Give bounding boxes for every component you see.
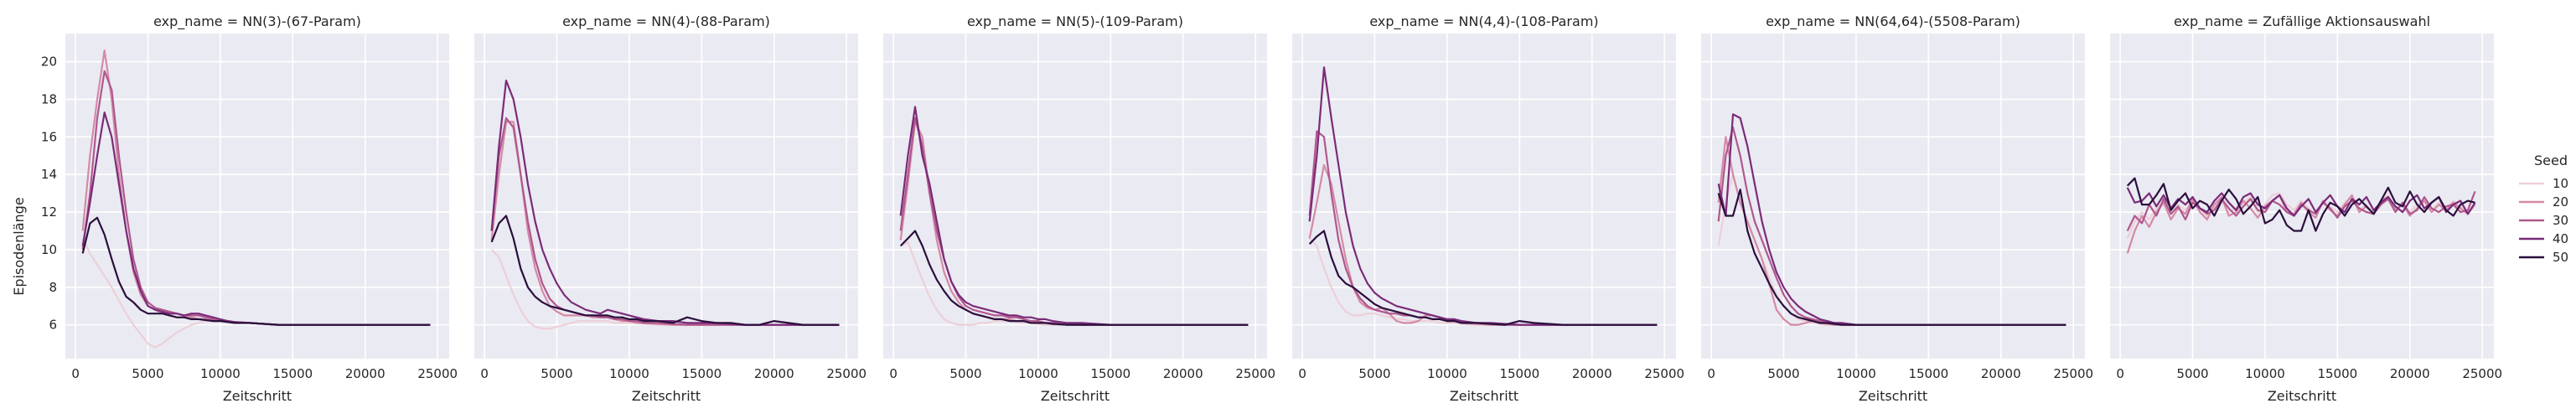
y-tick-label: 18: [41, 91, 57, 106]
x-tick-label: 15000: [1908, 366, 1948, 381]
facet-panel: 0 5000 10000 15000 20000 25000 exp_name = NN(5…: [883, 13, 1275, 404]
panel-title: exp_name = Zufällige Aktionsauswahl: [2174, 13, 2430, 30]
x-tick-label: 0: [889, 366, 897, 381]
x-tick-label: 0: [2116, 366, 2124, 381]
series-line-50: [81, 216, 431, 326]
panel-title: exp_name = NN(5)-(109-Param): [967, 13, 1183, 30]
x-tick-label: 25000: [1644, 366, 1684, 381]
x-tick-label: 5000: [1767, 366, 1799, 381]
x-tick-label: 25000: [826, 366, 866, 381]
x-tick-label: 10000: [609, 366, 649, 381]
x-tick-label: 20000: [2390, 366, 2430, 381]
panel-title: exp_name = NN(64,64)-(5508-Param): [1766, 13, 2020, 30]
series-line-40: [2126, 187, 2476, 217]
x-tick-label: 15000: [681, 366, 722, 381]
x-tick-label: 5000: [949, 366, 981, 381]
x-tick-label: 15000: [2317, 366, 2357, 381]
plot-area: [1701, 34, 2085, 359]
x-tick-label: 25000: [417, 366, 458, 381]
y-tick-label: 12: [41, 204, 57, 220]
y-tick-label: 8: [49, 280, 57, 295]
panel-title: exp_name = NN(4)-(88-Param): [562, 13, 770, 30]
legend-label: 50: [2553, 250, 2568, 265]
x-tick-label: 20000: [1981, 366, 2021, 381]
x-tick-label: 25000: [2462, 366, 2502, 381]
facet-panel: 0 5000 10000 15000 20000 25000 exp_name = NN(6…: [1701, 13, 2093, 404]
x-tick-label: 20000: [754, 366, 794, 381]
facet-panel: 0 5000 10000 15000 20000 25000 exp_name = Zufä…: [2110, 13, 2502, 404]
x-axis-label: Zeitschritt: [1859, 388, 1927, 404]
x-tick-label: 5000: [2176, 366, 2208, 381]
y-tick-label: 6: [49, 318, 57, 333]
x-tick-label: 10000: [1836, 366, 1876, 381]
series-line-50: [2126, 177, 2475, 232]
legend-label: 20: [2553, 194, 2568, 210]
series-line-50: [899, 230, 1249, 326]
legend-label: 30: [2553, 213, 2568, 228]
x-tick-label: 25000: [2053, 366, 2093, 381]
panel-title: exp_name = NN(4,4)-(108-Param): [1369, 13, 1598, 30]
facet-panel: 0 5000 10000 15000 20000 25000 6 8 10 12 14 16 18 20 e…: [41, 13, 458, 404]
facet-panel: 0 5000 10000 15000 20000 25000 exp_name = NN(4…: [474, 13, 866, 404]
plot-area: [883, 34, 1267, 359]
plot-area: [1292, 34, 1676, 359]
legend-title: Seed: [2534, 153, 2568, 168]
series-line-50: [1717, 189, 2066, 326]
legend-label: 10: [2553, 176, 2568, 191]
x-tick-label: 10000: [1427, 366, 1467, 381]
legend-label: 40: [2553, 231, 2568, 246]
series-line-50: [490, 215, 840, 326]
x-tick-label: 5000: [132, 366, 163, 381]
x-tick-label: 0: [71, 366, 80, 381]
y-axis-label: Episodenlänge: [11, 197, 27, 295]
y-tick-label: 10: [41, 242, 57, 257]
x-tick-label: 5000: [541, 366, 572, 381]
x-tick-label: 0: [480, 366, 489, 381]
y-tick-label: 20: [41, 54, 57, 70]
x-tick-label: 5000: [1358, 366, 1390, 381]
x-axis-label: Zeitschritt: [223, 388, 292, 404]
x-axis-label: Zeitschritt: [1450, 388, 1518, 404]
legend: Seed 10 20 30 40 50: [2519, 153, 2568, 265]
plot-area: [2110, 34, 2494, 359]
series-line-30: [2126, 191, 2476, 231]
x-tick-label: 0: [1707, 366, 1715, 381]
x-tick-label: 20000: [345, 366, 385, 381]
x-tick-label: 10000: [200, 366, 241, 381]
series-line-50: [1308, 230, 1658, 326]
x-axis-label: Zeitschritt: [2268, 388, 2336, 404]
y-tick-label: 14: [41, 167, 57, 182]
x-tick-label: 15000: [1499, 366, 1539, 381]
x-axis-label: Zeitschritt: [632, 388, 701, 404]
facet-panels: 0 5000 10000 15000 20000 25000 6 8 10 12 14 16 18 20 e…: [41, 13, 2502, 404]
x-tick-label: 10000: [1018, 366, 1058, 381]
plot-area: [474, 34, 858, 359]
facet-panel: 0 5000 10000 15000 20000 25000 exp_name = NN(4…: [1292, 13, 1684, 404]
y-tick-label: 16: [41, 129, 57, 144]
x-tick-label: 25000: [1235, 366, 1275, 381]
x-tick-label: 0: [1298, 366, 1306, 381]
x-tick-label: 15000: [1090, 366, 1130, 381]
x-tick-label: 10000: [2245, 366, 2285, 381]
plot-area: [65, 34, 449, 359]
x-tick-label: 20000: [1163, 366, 1203, 381]
x-tick-label: 15000: [272, 366, 313, 381]
panel-title: exp_name = NN(3)-(67-Param): [153, 13, 361, 30]
x-tick-label: 20000: [1572, 366, 1612, 381]
x-axis-label: Zeitschritt: [1041, 388, 1110, 404]
